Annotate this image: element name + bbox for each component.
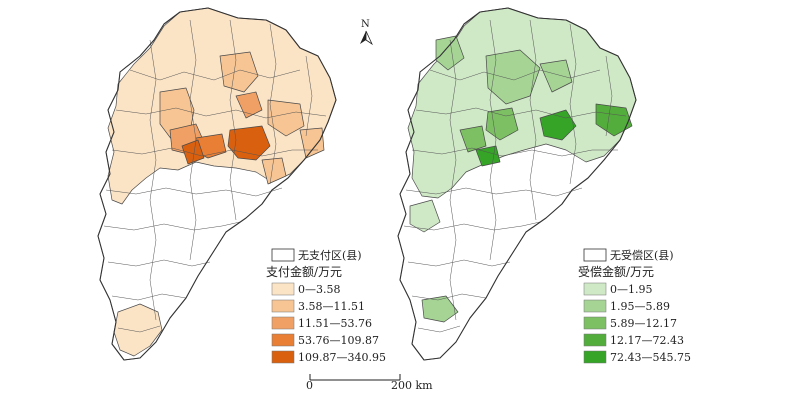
left-legend-no-region-swatch: [271, 248, 295, 262]
left-legend-swatch: [271, 333, 295, 347]
right-map-county-lines: [403, 19, 627, 333]
left-legend-swatch: [271, 282, 295, 296]
left-legend-items: 0—3.58 3.58—11.51 11.51—53.76 53.76—109.87 1…: [271, 282, 386, 364]
left-map-outline: [97, 7, 337, 361]
right-legend-label: 72.43—545.75: [610, 351, 691, 364]
scale-bar: 0 200 km: [306, 374, 433, 392]
left-legend-label: 0—3.58: [298, 283, 341, 296]
payment-map: [97, 7, 337, 361]
right-map-class-2-region: [421, 295, 459, 323]
left-map-class-5-region: [181, 139, 205, 165]
right-legend-label: 1.95—5.89: [610, 300, 670, 313]
right-map-class-2-region: [539, 59, 573, 93]
right-map-class-5-region: [539, 109, 577, 141]
right-legend-title: 受偿金额/万元: [578, 264, 654, 279]
right-legend-items: 0—1.95 1.95—5.89 5.89—12.17 12.17—72.43 72.4…: [583, 282, 691, 364]
compensation-map: [397, 7, 637, 361]
north-arrow: N: [360, 19, 373, 46]
right-legend-swatch: [583, 282, 607, 296]
left-legend-swatch: [271, 299, 295, 313]
right-legend-swatch: [583, 316, 607, 330]
scale-bar-end-label: 200 km: [391, 379, 433, 392]
left-legend: 无支付区(县) 支付金额/万元 0—3.58 3.58—11.51 11.51—53…: [266, 248, 386, 364]
right-map-class-4-region: [595, 103, 633, 137]
right-map-outline: [397, 7, 637, 361]
left-legend-swatch: [271, 350, 295, 364]
right-legend-no-region-label: 无受偿区(县): [610, 248, 674, 262]
scale-bar-start-label: 0: [306, 379, 313, 392]
right-map-class-2-region: [435, 35, 465, 71]
right-legend-label: 0—1.95: [610, 283, 653, 296]
left-map-class-3-region: [235, 91, 263, 119]
left-map-class-2-region: [261, 157, 287, 185]
right-legend-swatch: [583, 333, 607, 347]
right-legend-swatch: [583, 350, 607, 364]
right-map-class-3-region: [459, 125, 487, 153]
right-legend: 无受偿区(县) 受偿金额/万元 0—1.95 1.95—5.89 5.89—12.1…: [578, 248, 691, 364]
left-legend-swatch: [271, 316, 295, 330]
north-arrow-icon: [360, 31, 366, 44]
left-legend-label: 109.87—340.95: [298, 351, 386, 364]
left-legend-label: 53.76—109.87: [298, 334, 379, 347]
right-map-class-1-region: [409, 199, 441, 233]
right-legend-swatch: [583, 299, 607, 313]
left-legend-label: 11.51—53.76: [298, 317, 372, 330]
left-legend-no-region-label: 无支付区(县): [298, 249, 362, 262]
right-map-class-2-region: [485, 49, 541, 105]
left-map-class-2-region: [219, 51, 259, 93]
right-map-class-3-region: [485, 107, 519, 141]
right-map-class-5-region: [475, 145, 501, 167]
right-legend-label: 12.17—72.43: [610, 334, 684, 347]
left-map-class-2-region: [267, 99, 305, 137]
north-arrow-icon-half: [365, 30, 373, 46]
north-arrow-label: N: [361, 19, 370, 30]
left-legend-label: 3.58—11.51: [298, 300, 365, 313]
right-legend-label: 5.89—12.17: [610, 317, 677, 330]
right-legend-no-region-swatch: [583, 248, 607, 262]
left-map-class-1-region: [113, 303, 163, 357]
left-legend-title: 支付金额/万元: [266, 264, 342, 279]
left-map-county-lines: [103, 19, 327, 333]
